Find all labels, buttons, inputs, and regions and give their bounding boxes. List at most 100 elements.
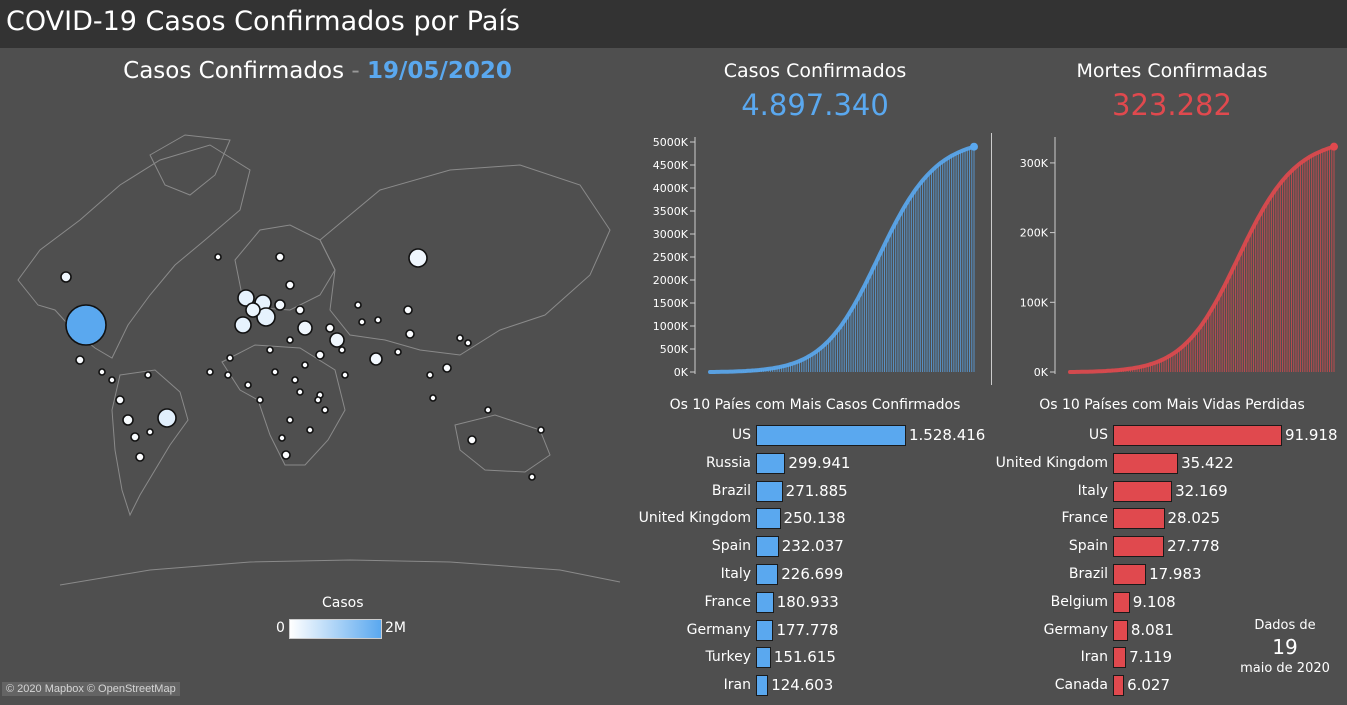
australia-outline xyxy=(454,414,551,473)
top-deaths-bar[interactable] xyxy=(1113,591,1130,613)
top-deaths-category-label: Iran xyxy=(1080,649,1108,666)
top-deaths-value-label: 28.025 xyxy=(1167,509,1221,528)
top-deaths-value-label: 27.778 xyxy=(1167,537,1220,556)
cases-timeline-y-tick-label: 1000K xyxy=(653,320,689,333)
country-bubble xyxy=(266,346,274,354)
country-bubble xyxy=(329,332,345,348)
country-bubble xyxy=(115,395,125,405)
top-deaths-value-label: 7.119 xyxy=(1129,648,1173,667)
country-bubble xyxy=(256,307,276,327)
legend-title: Casos xyxy=(322,595,364,611)
africa-outline xyxy=(221,344,346,466)
country-bubble xyxy=(354,301,362,309)
country-bubble xyxy=(341,371,349,379)
top-cases-value-label: 250.138 xyxy=(783,509,846,528)
top-deaths-value-label: 32.169 xyxy=(1175,481,1228,500)
cases-timeline-y-tick-label: 5000K xyxy=(653,136,689,149)
top-cases-bar[interactable] xyxy=(756,675,769,697)
top-cases-category-label: United Kingdom xyxy=(638,510,751,527)
top-cases-bar[interactable] xyxy=(756,591,774,613)
country-bubble xyxy=(456,334,464,342)
deaths-timeline-series-line xyxy=(1068,144,1336,374)
top-deaths-value-label: 91.918 xyxy=(1285,426,1338,444)
top-cases-bar[interactable] xyxy=(756,425,906,446)
top-deaths-bar[interactable] xyxy=(1113,675,1125,697)
country-bubble xyxy=(226,354,234,362)
top-deaths-bar[interactable] xyxy=(1113,508,1165,530)
country-bubble xyxy=(286,416,294,424)
world-map[interactable] xyxy=(0,100,635,600)
country-bubble xyxy=(426,371,434,379)
top-cases-bar[interactable] xyxy=(756,480,783,502)
country-bubble xyxy=(98,368,106,376)
deaths-timeline-last-point xyxy=(1330,142,1338,151)
country-bubble xyxy=(146,428,154,436)
map-title: Casos Confirmados - 19/05/2020 xyxy=(0,58,635,84)
country-bubble xyxy=(75,355,85,365)
top-deaths-bar[interactable] xyxy=(1113,425,1282,446)
country-bubble xyxy=(338,346,346,354)
cases-timeline-chart[interactable]: 0K 500K 1000K 1500K 2000K 2500K 3000K 3500K 4000… xyxy=(640,130,985,385)
top-cases-value-label: 177.778 xyxy=(776,620,839,639)
cases-timeline-y-tick-label: 3000K xyxy=(653,228,689,241)
country-bubble xyxy=(374,316,382,324)
deaths-timeline-chart[interactable]: 0K 100K 200K 300K xyxy=(1000,130,1345,385)
top-deaths-bar[interactable] xyxy=(1113,619,1128,641)
country-bubble xyxy=(278,434,286,442)
top-deaths-value-label: 9.108 xyxy=(1132,592,1176,611)
country-bubble xyxy=(206,368,214,376)
top-deaths-title: Os 10 Países com Mais Vidas Perdidas xyxy=(1039,397,1305,413)
top-cases-bar[interactable] xyxy=(756,619,774,641)
country-bubble xyxy=(325,323,335,333)
top-cases-category-label: Germany xyxy=(686,621,751,638)
country-bubble xyxy=(157,408,177,428)
top-cases-category-label: Spain xyxy=(711,538,751,555)
country-bubble xyxy=(224,371,232,379)
top-deaths-bar[interactable] xyxy=(1113,647,1127,669)
south-america-outline xyxy=(111,369,189,517)
dashboard-title: COVID-19 Casos Confirmados por País xyxy=(6,6,520,37)
chart-divider xyxy=(991,133,992,385)
country-bubble xyxy=(429,394,437,402)
map-attribution[interactable]: © 2020 Mapbox © OpenStreetMap xyxy=(2,682,180,696)
cases-timeline-y-tick-label: 3500K xyxy=(653,205,689,218)
deaths-timeline-y-tick-label: 0K xyxy=(1034,366,1049,379)
top-deaths-value-label: 35.422 xyxy=(1181,453,1234,472)
country-bubble xyxy=(467,435,477,445)
cases-timeline-y-tick-label: 4000K xyxy=(653,182,689,195)
top-deaths-value-label: 17.983 xyxy=(1149,565,1202,583)
top-deaths-category-label: Brazil xyxy=(1068,566,1108,582)
top-cases-bar[interactable] xyxy=(756,452,786,474)
top-deaths-bar[interactable] xyxy=(1113,480,1173,502)
cases-kpi-label: Casos Confirmados xyxy=(723,60,907,82)
top-cases-category-label: Italy xyxy=(720,566,751,582)
country-bubble xyxy=(464,339,472,347)
country-bubble xyxy=(297,320,313,336)
country-bubble xyxy=(65,304,107,346)
top-deaths-bar[interactable] xyxy=(1113,452,1179,474)
asia-outline xyxy=(319,164,611,356)
deaths-timeline-y-tick-label: 300K xyxy=(1020,157,1049,170)
top-cases-value-label: 232.037 xyxy=(781,537,844,556)
top-cases-bar[interactable] xyxy=(756,647,771,669)
top-cases-category-label: France xyxy=(704,593,751,610)
top-deaths-bar[interactable] xyxy=(1113,536,1165,558)
top-cases-bar[interactable] xyxy=(756,536,779,558)
country-bubble xyxy=(108,376,116,384)
country-bubble xyxy=(130,432,140,442)
top-deaths-category-label: Germany xyxy=(1043,621,1108,638)
deaths-kpi-label: Mortes Confirmadas xyxy=(1076,60,1268,82)
cases-kpi-value: 4.897.340 xyxy=(741,88,889,122)
top-deaths-bar[interactable] xyxy=(1113,564,1147,585)
top-deaths-category-label: Italy xyxy=(1077,482,1108,499)
top-cases-category-label: US xyxy=(731,427,751,443)
top-deaths-value-label: 8.081 xyxy=(1130,620,1174,639)
top-cases-category-label: Turkey xyxy=(705,649,751,666)
top-cases-bar[interactable] xyxy=(756,508,781,530)
country-bubble xyxy=(256,396,264,404)
country-bubble xyxy=(271,368,279,376)
country-bubble xyxy=(537,426,545,434)
country-bubble xyxy=(291,376,299,384)
country-bubble xyxy=(214,253,222,261)
top-cases-bar[interactable] xyxy=(756,564,779,585)
